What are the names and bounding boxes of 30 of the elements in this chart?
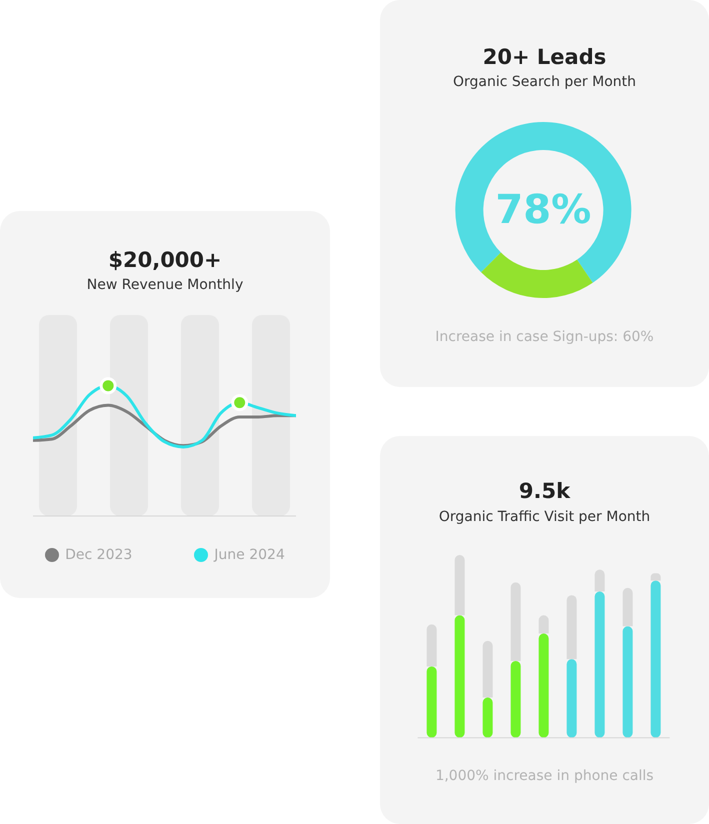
bar: [566, 659, 577, 738]
bar: [426, 666, 437, 738]
bar: [510, 582, 521, 661]
bar: [538, 615, 549, 634]
bar: [482, 698, 493, 738]
legend-label: June 2024: [214, 547, 285, 563]
bar: [482, 640, 493, 698]
bar: [510, 660, 521, 738]
bar: [622, 588, 633, 626]
chart-subtitle: Organic Traffic Visit per Month: [438, 508, 652, 527]
chart-title: $20,000+: [107, 247, 223, 274]
bar: [454, 555, 465, 616]
text: Increase in case Sign-ups: 60%: [434, 328, 655, 347]
chart-title: 20+ Leads: [482, 44, 608, 71]
bar: [594, 592, 605, 738]
bar: [594, 570, 605, 592]
bar: [454, 615, 465, 738]
chart-title: 9.5k: [518, 478, 572, 505]
text: 1,000% increase in phone calls: [434, 767, 655, 786]
bar: [650, 580, 661, 738]
donut-slice: [481, 252, 593, 298]
chart-subtitle: Organic Search per Month: [452, 73, 638, 92]
bar: [426, 624, 437, 666]
legend-label: Dec 2023: [65, 547, 132, 563]
bar: [538, 634, 549, 738]
text: 78%: [494, 186, 592, 235]
donut-slice: [455, 122, 632, 283]
bar: [622, 626, 633, 738]
bar: [566, 595, 577, 660]
chart-subtitle: New Revenue Monthly: [86, 276, 244, 295]
